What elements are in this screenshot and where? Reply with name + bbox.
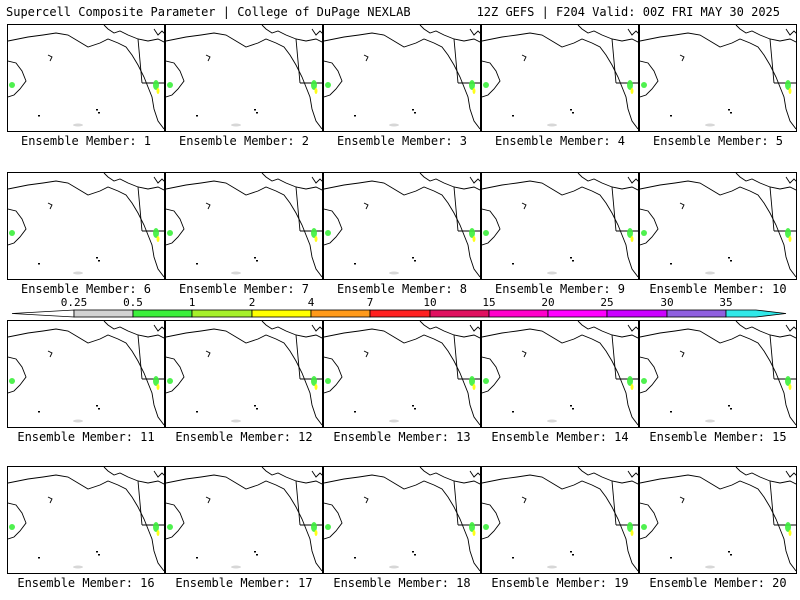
ensemble-member-map <box>7 172 165 280</box>
ensemble-member-label: Ensemble Member: 17 <box>175 576 313 590</box>
ensemble-member-map <box>481 24 639 132</box>
ensemble-member-map <box>165 172 323 280</box>
chart-title: Supercell Composite Parameter | College … <box>6 5 411 19</box>
ensemble-member-map <box>639 320 797 428</box>
colorbar-tick-label: 30 <box>660 296 674 309</box>
ensemble-member-map <box>323 24 481 132</box>
map-coastline-outline <box>166 467 322 572</box>
ensemble-member-label: Ensemble Member: 16 <box>17 576 155 590</box>
ensemble-member-map <box>7 24 165 132</box>
colorbar-segment <box>191 309 253 318</box>
ensemble-member-map <box>165 24 323 132</box>
map-coastline-outline <box>640 25 796 130</box>
map-coastline-outline <box>166 25 322 130</box>
ensemble-member-map <box>481 320 639 428</box>
colorbar-tick-label: 2 <box>248 296 256 309</box>
ensemble-member-label: Ensemble Member: 20 <box>649 576 787 590</box>
colorbar-tick-label: 25 <box>600 296 614 309</box>
colorbar-tick-label: 15 <box>482 296 496 309</box>
colorbar-tick-label: 4 <box>307 296 315 309</box>
ensemble-member-map <box>481 466 639 574</box>
map-coastline-outline <box>324 25 480 130</box>
ensemble-member-label: Ensemble Member: 2 <box>178 134 310 148</box>
colorbar-segment <box>132 309 193 318</box>
map-coastline-outline <box>8 467 164 572</box>
map-coastline-outline <box>640 321 796 426</box>
map-coastline-outline <box>8 173 164 278</box>
ensemble-member-label: Ensemble Member: 7 <box>178 282 310 296</box>
ensemble-member-label: Ensemble Member: 13 <box>333 430 471 444</box>
colorbar-segment <box>310 309 371 318</box>
ensemble-member-map <box>165 466 323 574</box>
colorbar-tick-label: 0.25 <box>60 296 88 309</box>
ensemble-member-label: Ensemble Member: 19 <box>491 576 629 590</box>
map-coastline-outline <box>324 173 480 278</box>
map-coastline-outline <box>8 321 164 426</box>
ensemble-member-label: Ensemble Member: 6 <box>20 282 152 296</box>
ensemble-member-label: Ensemble Member: 10 <box>649 282 787 296</box>
colorbar-segment <box>488 309 549 318</box>
ensemble-member-map <box>323 320 481 428</box>
ensemble-member-map <box>481 172 639 280</box>
colorbar-segment <box>369 309 431 318</box>
colorbar-segment <box>666 309 727 318</box>
map-coastline-outline <box>166 173 322 278</box>
map-coastline-outline <box>166 321 322 426</box>
colorbar-tick-label: 1 <box>188 296 196 309</box>
ensemble-member-map <box>323 466 481 574</box>
colorbar-segment <box>606 309 668 318</box>
colorbar-segment <box>547 309 608 318</box>
colorbar-tick-label: 7 <box>366 296 374 309</box>
map-coastline-outline <box>640 467 796 572</box>
colorbar-tick-label: 0.5 <box>123 296 143 309</box>
map-coastline-outline <box>640 173 796 278</box>
ensemble-member-map <box>639 24 797 132</box>
ensemble-member-map <box>639 466 797 574</box>
ensemble-member-label: Ensemble Member: 5 <box>652 134 784 148</box>
colorbar-segment <box>429 309 490 318</box>
ensemble-member-map <box>323 172 481 280</box>
map-coastline-outline <box>8 25 164 130</box>
colorbar-tick-label: 35 <box>719 296 733 309</box>
colorbar-tick-label: 10 <box>423 296 437 309</box>
colorbar <box>11 309 787 318</box>
ensemble-member-label: Ensemble Member: 9 <box>494 282 626 296</box>
ensemble-member-map <box>7 320 165 428</box>
ensemble-member-label: Ensemble Member: 3 <box>336 134 468 148</box>
map-coastline-outline <box>324 467 480 572</box>
colorbar-segment <box>725 309 787 318</box>
colorbar-segment <box>73 309 134 318</box>
ensemble-member-label: Ensemble Member: 8 <box>336 282 468 296</box>
ensemble-member-label: Ensemble Member: 11 <box>17 430 155 444</box>
map-coastline-outline <box>482 173 638 278</box>
colorbar-underflow-arrow <box>11 309 75 318</box>
run-valid-time: 12Z GEFS | F204 Valid: 00Z FRI MAY 30 20… <box>476 5 780 19</box>
map-coastline-outline <box>482 467 638 572</box>
ensemble-member-label: Ensemble Member: 1 <box>20 134 152 148</box>
colorbar-tick-label: 20 <box>541 296 555 309</box>
ensemble-member-map <box>639 172 797 280</box>
ensemble-member-label: Ensemble Member: 18 <box>333 576 471 590</box>
ensemble-member-label: Ensemble Member: 4 <box>494 134 626 148</box>
colorbar-segment <box>251 309 312 318</box>
map-coastline-outline <box>482 321 638 426</box>
map-coastline-outline <box>482 25 638 130</box>
map-coastline-outline <box>324 321 480 426</box>
ensemble-member-label: Ensemble Member: 14 <box>491 430 629 444</box>
ensemble-member-map <box>165 320 323 428</box>
ensemble-member-label: Ensemble Member: 15 <box>649 430 787 444</box>
ensemble-member-label: Ensemble Member: 12 <box>175 430 313 444</box>
ensemble-member-map <box>7 466 165 574</box>
